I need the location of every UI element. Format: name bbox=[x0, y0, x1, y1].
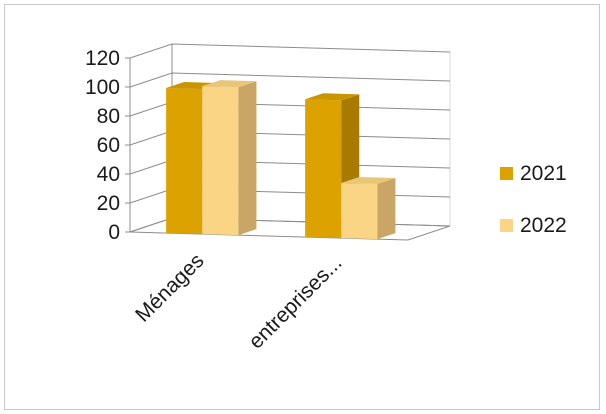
y-tick-label: 20 bbox=[97, 192, 120, 215]
gridline bbox=[129, 72, 451, 88]
y-tick-label: 80 bbox=[97, 105, 120, 128]
bar-top bbox=[341, 176, 396, 185]
chart-frame bbox=[4, 4, 600, 410]
bar-front bbox=[166, 88, 203, 235]
bar-front bbox=[202, 86, 239, 236]
legend-swatch-2021 bbox=[500, 167, 513, 180]
y-axis-ticks: 0 20 40 60 80 100 120 bbox=[85, 47, 130, 244]
y-tick-label: 100 bbox=[85, 76, 120, 99]
bar-front bbox=[305, 99, 342, 239]
bar-2022-1 bbox=[341, 176, 396, 240]
y-tick-label: 60 bbox=[97, 134, 120, 157]
legend-label-2022: 2022 bbox=[520, 214, 567, 237]
legend-label-2021: 2021 bbox=[520, 162, 567, 185]
bar-side bbox=[377, 178, 396, 240]
x-axis-categories: Ménages entreprises... bbox=[131, 249, 346, 353]
gridline bbox=[129, 43, 451, 59]
bar-top bbox=[202, 80, 257, 88]
bars bbox=[166, 80, 396, 240]
y-tick-label: 40 bbox=[97, 163, 120, 186]
x-category-label: Ménages bbox=[131, 249, 208, 326]
legend: 2021 2022 bbox=[500, 162, 567, 237]
legend-swatch-2022 bbox=[500, 219, 513, 232]
x-category-label: entreprises... bbox=[244, 251, 346, 353]
y-tick-label: 0 bbox=[108, 221, 120, 244]
bar-side bbox=[238, 81, 257, 236]
bar-top bbox=[305, 93, 360, 101]
y-tick-label: 120 bbox=[85, 47, 120, 70]
bar-front bbox=[341, 182, 378, 240]
bar-2022-0 bbox=[202, 80, 257, 236]
